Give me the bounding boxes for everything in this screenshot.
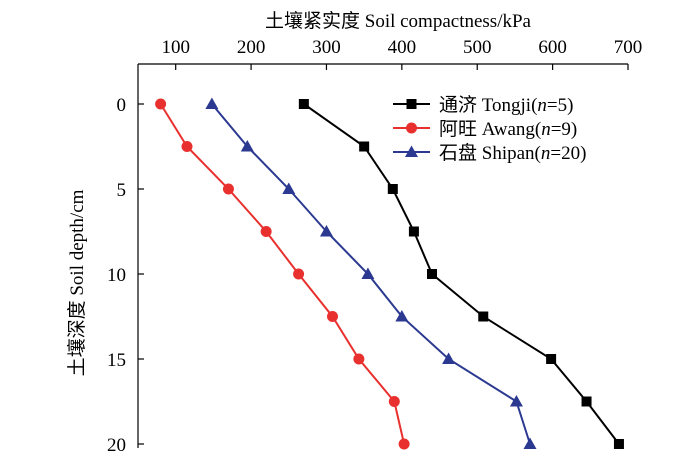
data-point-circle <box>353 353 365 365</box>
data-point-triangle <box>523 437 537 449</box>
data-point-square <box>478 311 489 322</box>
data-point-triangle <box>442 352 456 364</box>
y-tick-label: 10 <box>107 265 126 286</box>
data-point-triangle <box>205 97 219 109</box>
legend: 通济 Tongji(n=5)阿旺 Awang(n=9)石盘 Shipan(n=2… <box>393 94 586 164</box>
legend-label: 阿旺 Awang(n=9) <box>439 118 577 140</box>
series-3 <box>205 97 537 449</box>
data-point-circle <box>222 183 234 195</box>
data-point-square <box>546 354 557 364</box>
x-tick-label: 700 <box>614 37 643 58</box>
x-tick-label: 600 <box>538 37 567 58</box>
legend-item: 阿旺 Awang(n=9) <box>393 118 577 140</box>
data-point-triangle <box>361 267 375 279</box>
legend-label: 石盘 Shipan(n=20) <box>439 142 586 164</box>
series-2 <box>155 98 410 450</box>
data-point-triangle <box>509 395 523 407</box>
y-tick-label: 0 <box>117 95 127 116</box>
y-tick-label: 5 <box>117 180 127 201</box>
x-tick-label: 500 <box>463 37 492 58</box>
data-point-circle <box>326 311 338 322</box>
series-1 <box>298 99 624 449</box>
data-point-circle <box>398 438 410 450</box>
data-point-circle <box>406 122 417 134</box>
data-point-square <box>406 99 417 109</box>
data-point-square <box>427 269 437 279</box>
data-point-square <box>581 396 592 407</box>
x-axis-title: 土壤紧实度 Soil compactness/kPa <box>265 10 532 32</box>
x-tick-label: 400 <box>388 37 417 58</box>
data-point-triangle <box>395 310 409 322</box>
data-point-square <box>387 184 398 194</box>
data-point-circle <box>155 98 167 110</box>
y-tick-label: 15 <box>107 350 126 371</box>
data-point-square <box>613 439 624 449</box>
data-point-square <box>298 99 309 109</box>
data-point-triangle <box>240 140 254 152</box>
data-point-circle <box>260 226 272 237</box>
x-tick-label: 200 <box>237 37 266 58</box>
y-axis-title: 土壤深度 Soil depth/cm <box>66 189 88 376</box>
x-tick-label: 100 <box>161 37 190 58</box>
legend-item: 通济 Tongji(n=5) <box>393 94 573 116</box>
x-axis: 100 200 300 400 500 600 700 <box>138 37 642 70</box>
data-point-triangle <box>405 145 418 157</box>
data-point-square <box>359 141 370 152</box>
data-point-circle <box>293 268 305 280</box>
y-tick-label: 20 <box>107 435 126 456</box>
data-point-triangle <box>282 182 296 194</box>
legend-label: 通济 Tongji(n=5) <box>439 94 573 116</box>
x-tick-label: 300 <box>312 37 341 58</box>
data-point-circle <box>181 141 193 152</box>
legend-item: 石盘 Shipan(n=20) <box>393 142 586 164</box>
y-axis: 0 5 10 15 20 <box>107 64 144 456</box>
data-point-circle <box>388 396 400 407</box>
plot-series <box>155 97 624 450</box>
data-point-triangle <box>319 225 333 237</box>
data-point-square <box>408 226 419 237</box>
